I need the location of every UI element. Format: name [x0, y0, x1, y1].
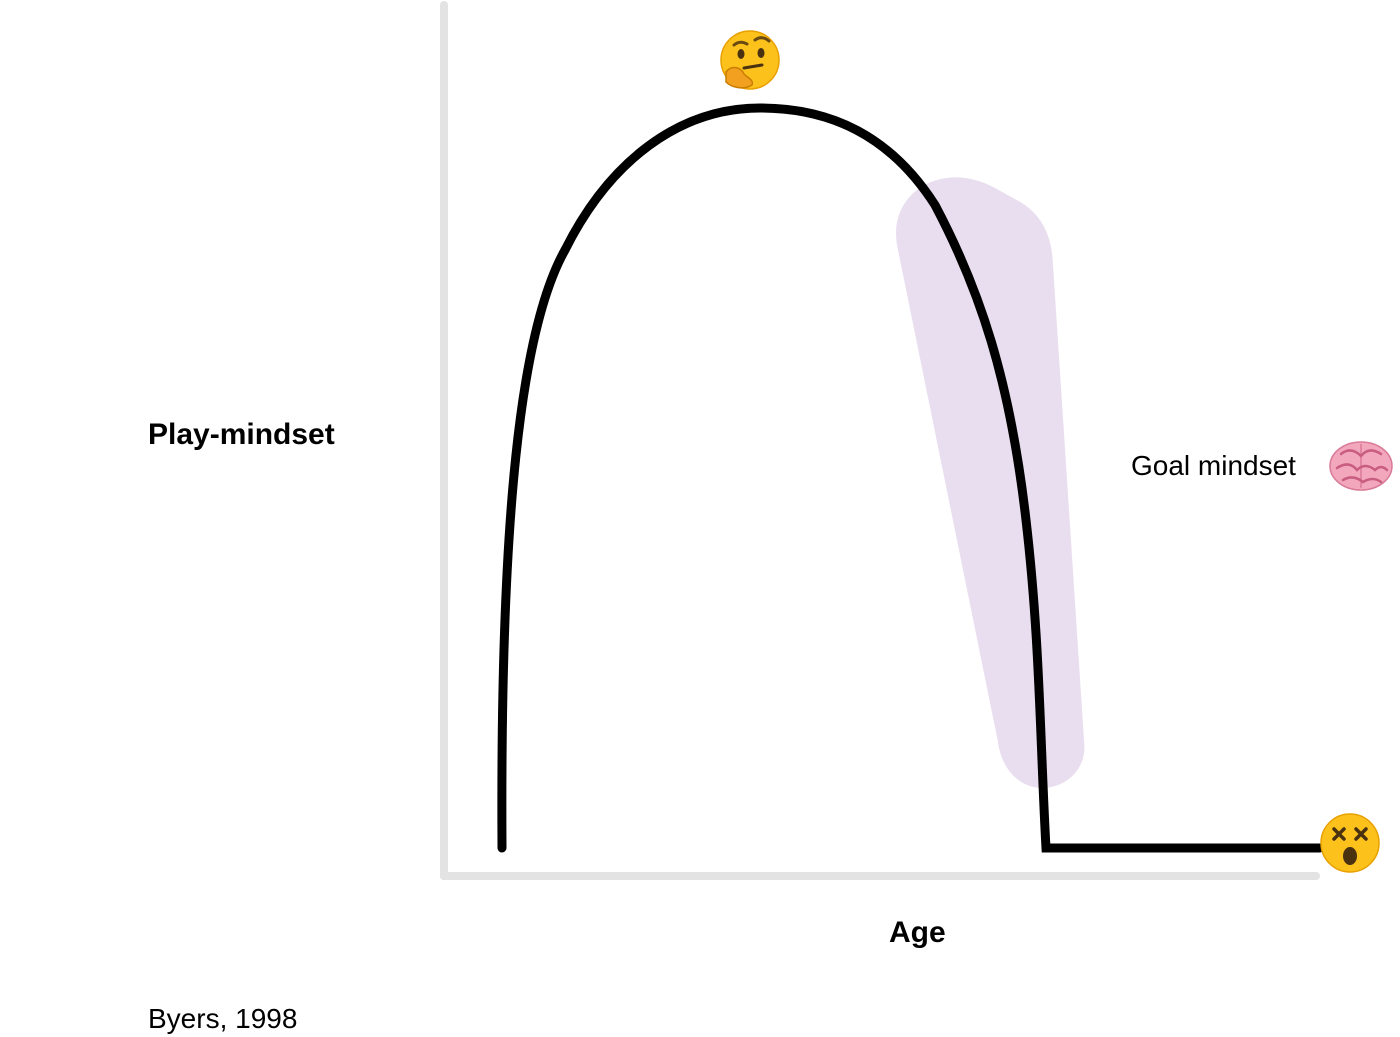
y-axis-label: Play-mindset: [148, 418, 335, 451]
dizzy-face-emoji: [1320, 813, 1380, 873]
thinking-face-emoji: [720, 30, 780, 90]
brain-emoji: [1329, 441, 1393, 491]
x-axis-label: Age: [889, 916, 946, 949]
goal-mindset-label: Goal mindset: [1131, 450, 1296, 481]
citation: Byers, 1998: [148, 1003, 298, 1034]
play-mindset-curve: [497, 103, 1325, 853]
transition-highlight: [896, 177, 1085, 789]
